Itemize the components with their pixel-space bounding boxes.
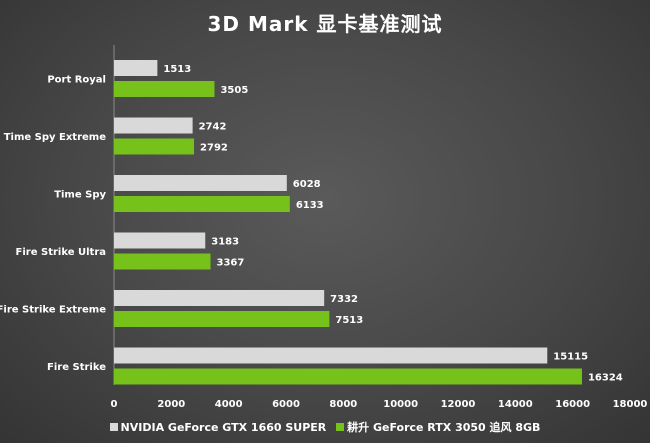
bar-fire-strike-series-2 bbox=[114, 368, 582, 385]
legend-label-series-1: NVIDIA GeForce GTX 1660 SUPER bbox=[120, 421, 327, 434]
legend-swatch-series-1 bbox=[109, 423, 118, 431]
legend-label-series-2: 耕升 GeForce RTX 3050 追风 8GB bbox=[347, 421, 541, 434]
x-tick-label-6000: 6000 bbox=[272, 399, 300, 410]
bar-fire-strike-extreme-series-2 bbox=[114, 311, 330, 327]
category-label-fire-strike-extreme: Fire Strike Extreme bbox=[0, 305, 106, 316]
bar-fire-strike-extreme-series-1 bbox=[114, 290, 325, 306]
x-tick-label-0: 0 bbox=[111, 399, 118, 410]
x-tick-label-2000: 2000 bbox=[157, 399, 185, 410]
bar-port-royal-series-1 bbox=[114, 60, 158, 76]
category-label-time-spy-extreme: Time Spy Extreme bbox=[4, 132, 106, 143]
x-tick-label-10000: 10000 bbox=[383, 399, 418, 410]
bar-port-royal-series-2 bbox=[114, 81, 215, 97]
data-label-port-royal-series-1: 1513 bbox=[163, 64, 191, 75]
x-tick-label-14000: 14000 bbox=[498, 399, 533, 410]
data-label-time-spy-series-1: 6028 bbox=[293, 179, 321, 190]
bar-fire-strike-ultra-series-2 bbox=[114, 253, 211, 270]
data-label-port-royal-series-2: 3505 bbox=[220, 85, 248, 96]
data-label-fire-strike-extreme-series-1: 7332 bbox=[330, 294, 358, 305]
legend-item-series-1: NVIDIA GeForce GTX 1660 SUPER bbox=[109, 421, 327, 434]
category-label-fire-strike: Fire Strike bbox=[47, 362, 106, 373]
bar-time-spy-extreme-series-2 bbox=[114, 138, 195, 155]
legend-item-series-2: 耕升 GeForce RTX 3050 追风 8GB bbox=[336, 419, 540, 435]
category-label-port-royal: Port Royal bbox=[47, 75, 106, 86]
bar-time-spy-series-2 bbox=[114, 196, 290, 212]
category-label-fire-strike-ultra: Fire Strike Ultra bbox=[16, 247, 106, 258]
x-tick-label-8000: 8000 bbox=[329, 399, 357, 410]
chart-title: 3D Mark 显卡基准测试 bbox=[207, 12, 443, 36]
bar-fire-strike-series-1 bbox=[114, 347, 548, 364]
legend-swatch-series-2 bbox=[336, 423, 345, 431]
x-tick-label-4000: 4000 bbox=[215, 399, 243, 410]
bar-time-spy-extreme-series-1 bbox=[114, 117, 193, 134]
data-label-fire-strike-series-1: 15115 bbox=[553, 352, 588, 363]
category-label-time-spy: Time Spy bbox=[54, 190, 106, 201]
data-label-time-spy-series-2: 6133 bbox=[296, 200, 324, 211]
x-tick-label-18000: 18000 bbox=[613, 399, 648, 410]
data-label-fire-strike-ultra-series-1: 3183 bbox=[211, 237, 239, 248]
x-tick-label-12000: 12000 bbox=[441, 399, 476, 410]
data-label-time-spy-extreme-series-1: 2742 bbox=[199, 122, 227, 133]
bar-fire-strike-ultra-series-1 bbox=[114, 232, 206, 249]
legend: NVIDIA GeForce GTX 1660 SUPER 耕升 GeForce… bbox=[0, 419, 650, 435]
data-label-time-spy-extreme-series-2: 2792 bbox=[200, 143, 228, 154]
data-label-fire-strike-extreme-series-2: 7513 bbox=[335, 315, 363, 326]
data-label-fire-strike-ultra-series-2: 3367 bbox=[217, 258, 245, 269]
data-label-fire-strike-series-2: 16324 bbox=[588, 373, 623, 384]
bar-time-spy-series-1 bbox=[114, 175, 287, 191]
x-tick-label-16000: 16000 bbox=[555, 399, 590, 410]
